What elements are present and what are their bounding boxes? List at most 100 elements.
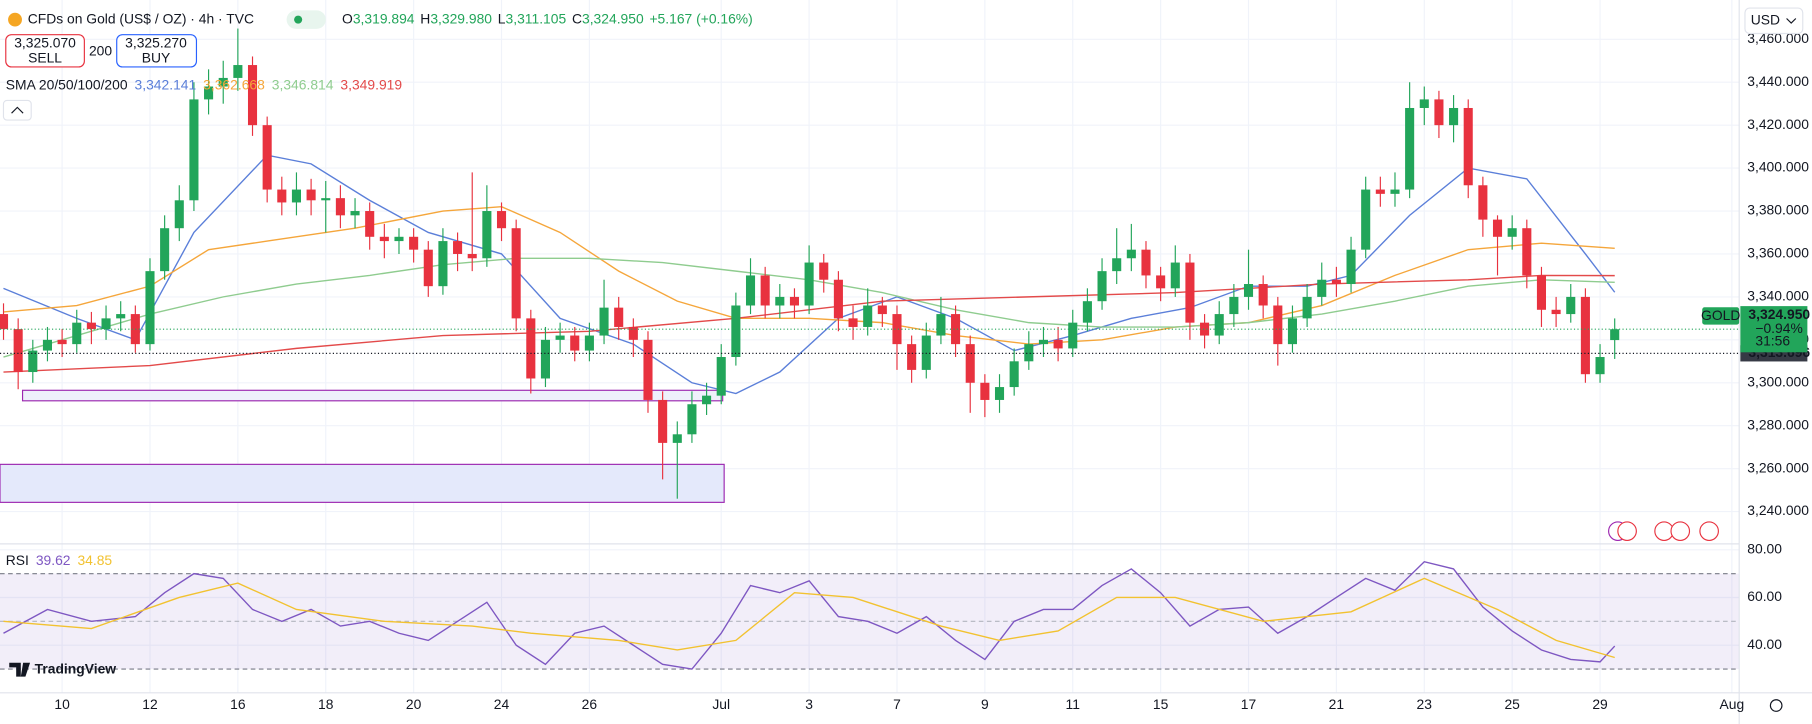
candle-body bbox=[247, 65, 258, 126]
candle-body bbox=[291, 189, 301, 203]
candle-body bbox=[101, 318, 111, 330]
candle-body bbox=[86, 322, 96, 330]
candle-body bbox=[1053, 339, 1063, 349]
last-price-tag bbox=[1740, 306, 1808, 353]
candle-body bbox=[848, 318, 858, 327]
sma-value: 3,349.919 bbox=[340, 76, 402, 92]
ohlc-key: C bbox=[572, 10, 582, 26]
event-icon bbox=[1699, 521, 1719, 541]
symbol-tag bbox=[1702, 307, 1740, 325]
candle-body bbox=[1009, 361, 1019, 388]
candle-body bbox=[1566, 296, 1576, 315]
x-tick-label: 21 bbox=[1329, 696, 1345, 712]
countdown: 31:56 bbox=[1755, 333, 1790, 349]
status-dot bbox=[294, 15, 303, 24]
candle-body bbox=[453, 241, 463, 254]
candle-body bbox=[687, 404, 697, 435]
rsi-tick-label: 40.00 bbox=[1747, 636, 1782, 652]
rsi-value: 39.62 bbox=[36, 552, 71, 568]
candle-body bbox=[13, 329, 23, 373]
candle-body bbox=[1229, 296, 1239, 315]
y-tick-label: 3,360.000 bbox=[1747, 245, 1809, 261]
logo-mark bbox=[9, 662, 31, 677]
buy-label: BUY bbox=[142, 50, 171, 66]
candle-body bbox=[365, 211, 375, 237]
candle-body bbox=[277, 189, 287, 203]
candle-body bbox=[496, 211, 507, 229]
candle-body bbox=[1390, 189, 1400, 194]
rsi-tick-label: 80.00 bbox=[1747, 540, 1782, 556]
candle-body bbox=[1287, 318, 1298, 345]
x-tick-label: 12 bbox=[142, 696, 158, 712]
candle-body bbox=[1434, 99, 1444, 126]
x-tick-label: 26 bbox=[582, 696, 598, 712]
candle-body bbox=[1492, 219, 1503, 237]
candle-body bbox=[672, 434, 682, 443]
candle-body bbox=[1536, 275, 1547, 310]
candle-body bbox=[1170, 262, 1180, 289]
settings-icon[interactable] bbox=[1769, 699, 1783, 712]
rsi-line bbox=[3, 560, 1616, 670]
rsi-pane bbox=[0, 560, 1740, 670]
logo-text: TradingView bbox=[35, 660, 117, 676]
candle-body bbox=[1610, 329, 1620, 341]
candle-body bbox=[804, 262, 814, 306]
symbol-tag-label: GOLD bbox=[1701, 307, 1740, 323]
candle-body bbox=[994, 387, 1005, 400]
candle-body bbox=[921, 335, 931, 370]
candle-body bbox=[584, 335, 594, 351]
candle-body bbox=[482, 211, 492, 259]
currency-chevron bbox=[1786, 18, 1797, 24]
candle-body bbox=[1507, 228, 1517, 237]
candle-body bbox=[1551, 309, 1561, 315]
candle-body bbox=[57, 339, 67, 345]
candle-body bbox=[980, 382, 990, 400]
candle-body bbox=[1082, 301, 1092, 323]
sma-legend: SMA 20/50/100/200 3,342.141 3,362.668 3,346… bbox=[6, 76, 403, 92]
candle-body bbox=[643, 339, 653, 400]
last-price-change: −0.94% bbox=[1755, 320, 1802, 336]
candle-body bbox=[335, 198, 345, 216]
candle-body bbox=[1361, 189, 1371, 250]
candle-body bbox=[423, 249, 433, 287]
y-tick-label: 3,300.000 bbox=[1747, 373, 1809, 389]
candle-body bbox=[116, 314, 126, 319]
candle-body bbox=[28, 350, 38, 373]
candle-body bbox=[760, 275, 770, 306]
y-tick-label: 3,380.000 bbox=[1747, 202, 1809, 218]
candle-body bbox=[658, 399, 668, 443]
sell-label: SELL bbox=[28, 50, 62, 66]
y-tick-label: 3,420.000 bbox=[1747, 116, 1809, 132]
candle-body bbox=[1302, 296, 1312, 319]
candle-body bbox=[965, 344, 975, 383]
candle-body bbox=[1024, 344, 1034, 362]
collapse-icon bbox=[11, 106, 24, 114]
main-pane bbox=[0, 28, 1740, 503]
candle-body bbox=[745, 275, 756, 306]
y-tick-label: 3,400.000 bbox=[1747, 159, 1809, 175]
candle-body bbox=[0, 314, 9, 330]
currency-button[interactable] bbox=[1744, 7, 1804, 35]
change: +5.167 (+0.16%) bbox=[649, 10, 752, 26]
candle-body bbox=[1331, 279, 1341, 285]
candle-body bbox=[789, 296, 799, 306]
candle-body bbox=[1317, 279, 1327, 297]
buy-button[interactable] bbox=[116, 34, 198, 68]
sell-button[interactable] bbox=[5, 34, 85, 68]
candle-body bbox=[1097, 271, 1107, 302]
event-icon bbox=[1670, 521, 1691, 541]
sell-price: 3,325.070 bbox=[14, 35, 76, 51]
candle-body bbox=[42, 339, 52, 351]
candle-body bbox=[1375, 189, 1385, 194]
x-tick-label: 15 bbox=[1153, 696, 1169, 712]
ohlc-line: O3,319.894 H3,329.980 L3,311.105 C3,324.950… bbox=[342, 10, 753, 26]
candle-body bbox=[1580, 296, 1590, 375]
x-tick-label: 24 bbox=[494, 696, 510, 712]
ohlc-value: 3,324.950 bbox=[582, 10, 644, 26]
x-tick-label: 17 bbox=[1241, 696, 1257, 712]
currency-label: USD bbox=[1751, 11, 1780, 27]
ohlc-value: 3,319.894 bbox=[353, 10, 415, 26]
collapse-button[interactable] bbox=[2, 99, 32, 121]
x-tick-label: 11 bbox=[1066, 696, 1081, 712]
